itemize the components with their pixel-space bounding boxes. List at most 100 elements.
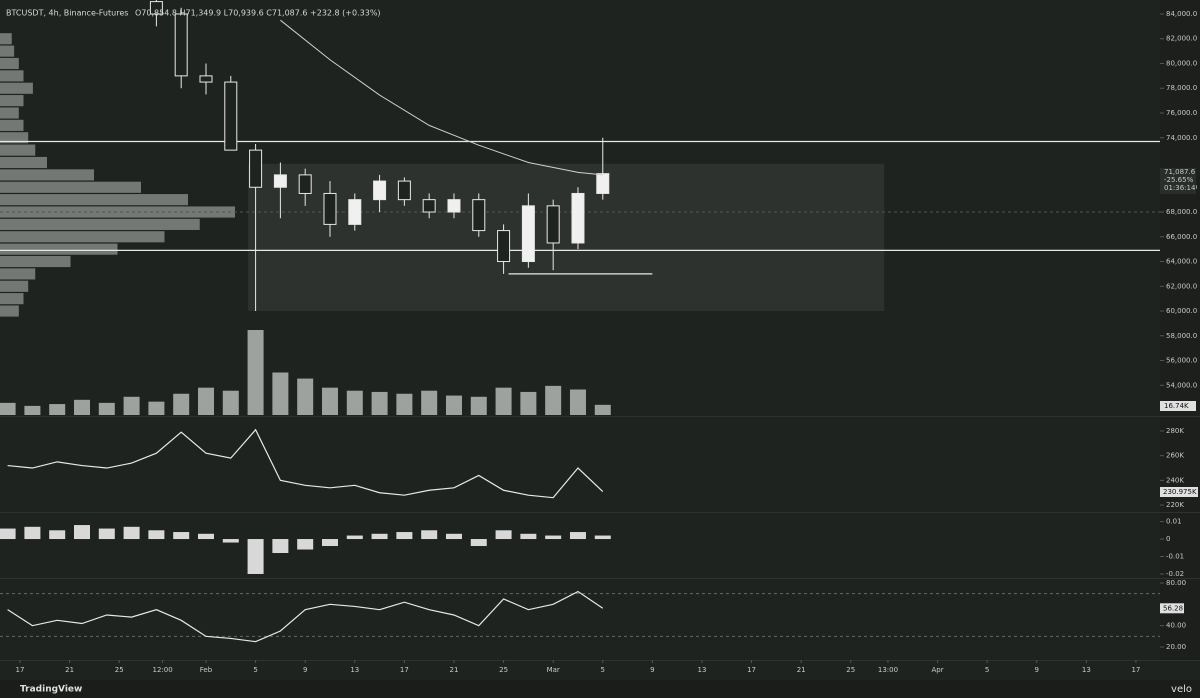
cvd-bar (346, 535, 363, 540)
volume-bar (346, 390, 363, 415)
y-tick-label: 80,000.0 (1166, 59, 1197, 67)
y-tick-label: 82,000.0 (1166, 35, 1197, 43)
volume-bar (371, 391, 388, 415)
candle-body (273, 174, 287, 188)
candle-body (373, 180, 387, 201)
y-tick-label: 58,000.0 (1166, 332, 1197, 340)
open-interest-line (7, 428, 604, 499)
cvd-bar (396, 532, 413, 540)
y-tick-label: 0 (1166, 535, 1170, 543)
x-tick-label: 21 (797, 666, 806, 674)
y-tick-label: 240K (1166, 476, 1184, 484)
candle-body (174, 13, 188, 77)
price-badge (1160, 168, 1196, 194)
moving-average (280, 19, 603, 176)
candle-body (546, 205, 560, 244)
cvd-bar (247, 539, 264, 574)
volume-bar (0, 402, 16, 415)
volume-bar (470, 396, 487, 415)
price-badge-text: 71,087.6 (1164, 168, 1196, 176)
volume-bar (222, 390, 239, 415)
volume-profile-bar (0, 231, 165, 243)
volume-profile-bar (0, 70, 24, 82)
volume-bar (73, 399, 90, 415)
cvd-bar (24, 526, 41, 540)
cvd-bar (297, 539, 314, 550)
footer-bar (0, 680, 1200, 698)
x-tick-label: 25 (115, 666, 124, 674)
x-tick-label: 13 (698, 666, 707, 674)
y-tick-label: 220K (1166, 501, 1184, 509)
volume-profile-bar (0, 144, 36, 156)
x-tick-label: Mar (547, 666, 560, 674)
y-tick-label: 80.00 (1166, 579, 1186, 587)
price-axis-area (1160, 0, 1200, 660)
rsi-badge (1160, 603, 1184, 614)
x-tick-label: 17 (1131, 666, 1140, 674)
volume-bar (197, 387, 214, 415)
oi-last-label: 230.975K (1163, 488, 1197, 496)
volume-bar (495, 387, 512, 415)
candle-body (199, 75, 213, 83)
x-tick-label: 13:00 (878, 666, 898, 674)
volume-profile-bar (0, 181, 141, 193)
volume-profile-bar (0, 45, 15, 57)
volume-profile-bar (0, 255, 71, 268)
y-tick-label: -0.02 (1166, 570, 1184, 578)
cvd-bar (445, 533, 462, 540)
volume-profile-bar (0, 293, 24, 305)
y-tick-label: 40.00 (1166, 622, 1186, 630)
cvd-bar (0, 528, 16, 540)
y-tick-label: 20.00 (1166, 643, 1186, 651)
candle-body (397, 180, 411, 201)
volume-bar (569, 389, 586, 415)
brand: TradingView (20, 685, 82, 695)
x-tick-label: Feb (200, 666, 213, 674)
volume-profile-bar (0, 169, 94, 181)
cvd-bar (222, 539, 239, 543)
candle-body (323, 192, 337, 225)
volume-bar (297, 378, 314, 415)
oi-badge (1160, 487, 1198, 497)
cvd-bar (173, 532, 190, 540)
y-tick-label: 260K (1166, 452, 1184, 460)
y-tick-label: 78,000.0 (1166, 84, 1197, 92)
x-tick-label: 17 (400, 666, 409, 674)
volume-profile-bar (0, 305, 19, 317)
volume-bar (321, 387, 338, 415)
volume-profile-bar (0, 243, 118, 255)
volume-profile-bar (0, 194, 188, 206)
x-tick-label: 9 (1035, 666, 1039, 674)
cvd-bar (321, 539, 338, 547)
volume-profile-bar (0, 156, 47, 169)
plot-area: 54,000.0 56,000.0 58,000.0 60,000.0 62,000.0… (0, 0, 1200, 674)
y-tick-label: 84,000.0 (1166, 10, 1197, 18)
candle-body (149, 1, 163, 15)
volume-bar (445, 395, 462, 415)
y-tick-label: 56,000.0 (1166, 357, 1197, 365)
y-tick-label: 68,000.0 (1166, 208, 1197, 216)
y-tick-label: 74,000.0 (1166, 134, 1197, 142)
volume-profile-bar (0, 218, 200, 230)
volume-last-label: 16.74K (1164, 402, 1189, 410)
x-tick-label: 5 (601, 666, 605, 674)
x-tick-label: 25 (499, 666, 508, 674)
volume-bar (594, 404, 611, 415)
price-badge-text: 01:36:14 (1164, 184, 1196, 192)
x-tick-label: 21 (65, 666, 74, 674)
cvd-bar (148, 530, 165, 540)
rsi-line (7, 590, 604, 643)
volume-bar (421, 390, 438, 415)
x-tick-label: 17 (747, 666, 756, 674)
volume-bar (173, 393, 190, 415)
volume-profile-bar (0, 280, 29, 292)
cvd-bar (421, 530, 438, 540)
x-tick-label: 21 (450, 666, 459, 674)
volume-bar (148, 401, 165, 415)
cvd-bar (569, 532, 586, 540)
x-tick-label: 5 (985, 666, 989, 674)
y-tick-label: 0.01 (1166, 518, 1182, 526)
x-tick-label: 9 (650, 666, 654, 674)
x-tick-label: Apr (931, 666, 943, 674)
